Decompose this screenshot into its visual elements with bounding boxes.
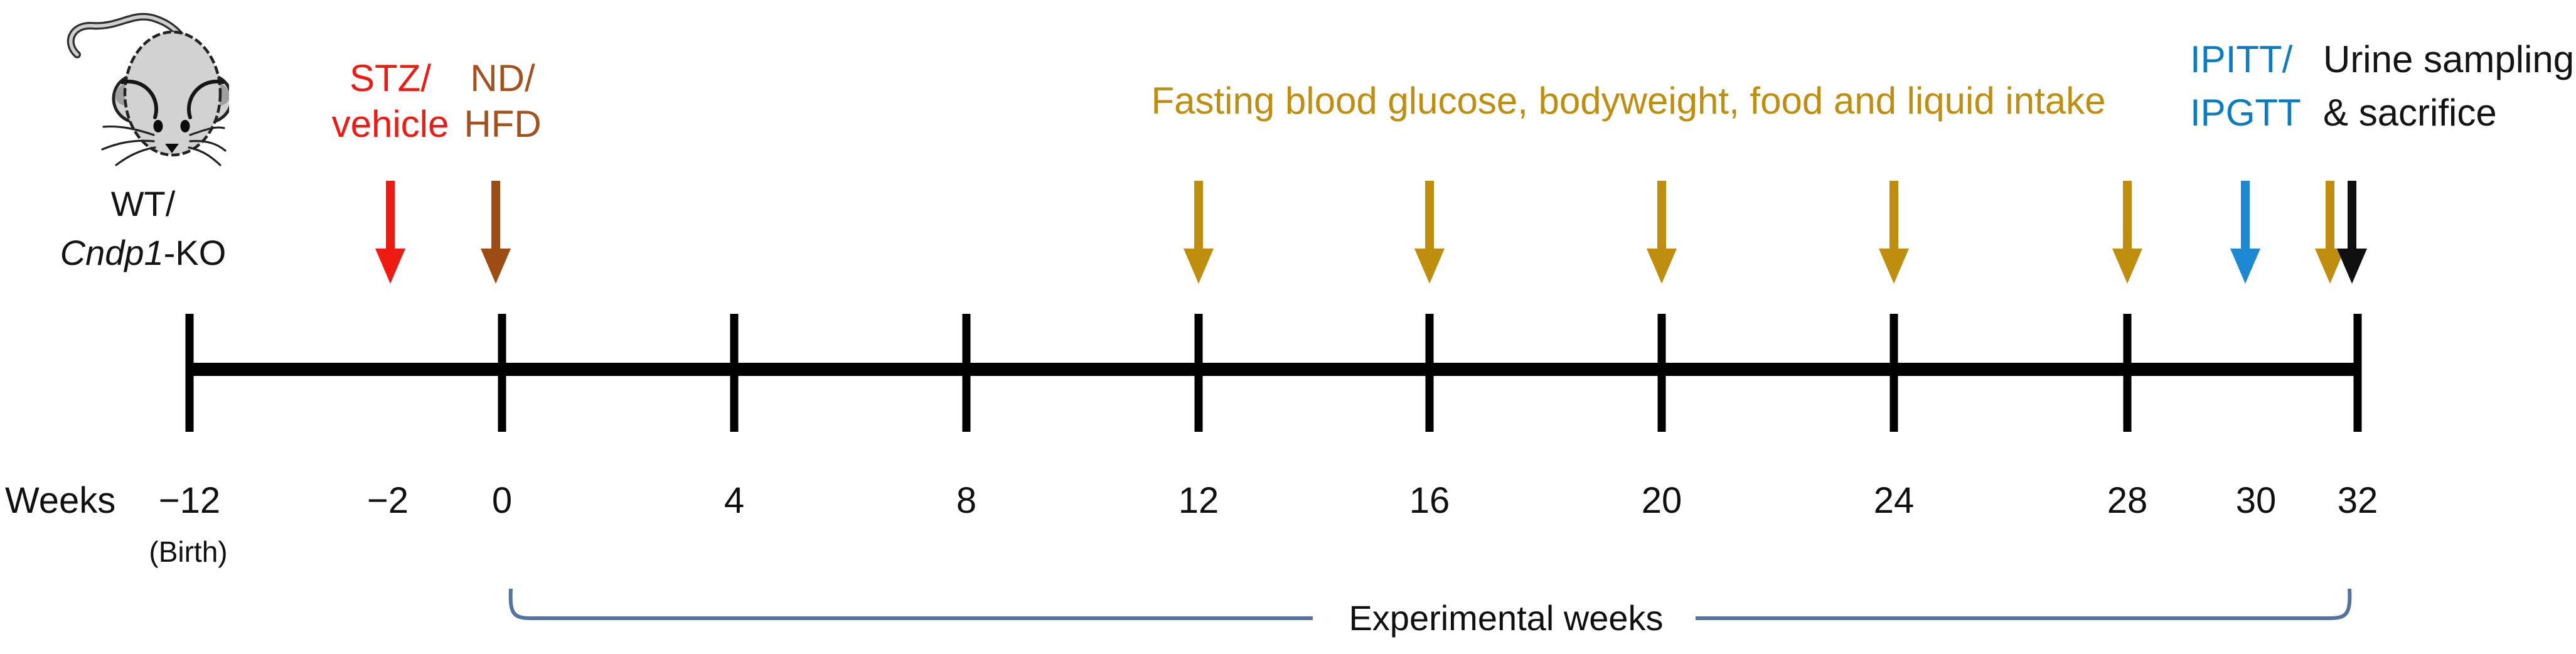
- mouse-genotype-label: WT/ Cndp1-KO: [60, 180, 227, 278]
- diet-label: ND/ HFD: [464, 55, 541, 147]
- tick-week-32: [2353, 314, 2362, 432]
- week-label-4: 4: [724, 480, 745, 521]
- week-label-20: 20: [1641, 480, 1682, 521]
- ear-fold-right: [187, 79, 225, 119]
- diet-arrow-icon: [481, 181, 511, 284]
- ear-fold-left: [120, 79, 158, 119]
- week-label-28: 28: [2107, 480, 2148, 521]
- genotype-line2: Cndp1-KO: [60, 233, 227, 272]
- experimental-weeks-bracket: [508, 588, 2352, 620]
- stz-vehicle-label: STZ/ vehicle: [332, 55, 449, 147]
- mouse-eyes: [153, 120, 190, 132]
- timeline-axis: [186, 363, 2361, 376]
- week-label-neg12: −12: [158, 480, 221, 521]
- gene-suffix: -KO: [163, 233, 227, 273]
- week-label-24: 24: [1873, 480, 1915, 521]
- ipgtt-line: IPGTT: [2190, 92, 2301, 134]
- mouse-illustration: [67, 13, 229, 166]
- tick-week-neg12: [185, 314, 194, 432]
- monitoring-arrow-w24-icon: [1879, 181, 1909, 284]
- stz-arrow-icon: [375, 181, 405, 284]
- tick-week-8: [962, 314, 971, 432]
- stz-line2: vehicle: [331, 103, 449, 146]
- birth-note: (Birth): [149, 535, 228, 568]
- diet-line1: ND/: [470, 57, 535, 99]
- mouse-whiskers: [101, 126, 227, 166]
- week-label-0: 0: [491, 480, 513, 521]
- tick-week-12: [1194, 314, 1203, 432]
- genotype-line1: WT/: [110, 184, 176, 223]
- urine-sampling-line: Urine sampling: [2323, 38, 2575, 80]
- tick-week-16: [1425, 314, 1434, 432]
- monitoring-arrow-w16-icon: [1414, 181, 1445, 284]
- tests-arrow-w30-icon: [2230, 181, 2260, 284]
- monitoring-arrow-w20-icon: [1647, 181, 1677, 284]
- endpoint-arrow-w32-icon: [2337, 181, 2367, 284]
- monitoring-arrow-w12-icon: [1184, 181, 1214, 284]
- monitoring-label: Fasting blood glucose, bodyweight, food …: [1151, 80, 2106, 122]
- monitoring-arrow-w28-icon: [2112, 181, 2142, 284]
- week-label-neg2: −2: [366, 480, 409, 521]
- diet-line2: HFD: [464, 103, 542, 146]
- tick-week-24: [1889, 314, 1898, 432]
- tick-week-4: [730, 314, 739, 432]
- sacrifice-line: & sacrifice: [2323, 92, 2497, 134]
- mouse-head: [123, 30, 222, 157]
- ipitt-line: IPITT/: [2190, 38, 2293, 80]
- experimental-weeks-label: Experimental weeks: [1349, 598, 1664, 638]
- axis-title-weeks: Weeks: [5, 480, 116, 521]
- week-label-16: 16: [1409, 480, 1450, 521]
- week-label-12: 12: [1178, 480, 1219, 521]
- week-label-30: 30: [2235, 480, 2277, 521]
- tick-week-0: [498, 314, 506, 432]
- week-label-8: 8: [956, 480, 977, 521]
- week-label-32: 32: [2337, 480, 2378, 521]
- tick-week-20: [1657, 314, 1666, 432]
- stz-line1: STZ/: [350, 57, 431, 99]
- endpoint-label: Urine sampling & sacrifice: [2323, 33, 2574, 139]
- tick-week-28: [2123, 314, 2132, 432]
- gene-name-italic: Cndp1: [60, 233, 164, 273]
- mouse-nose: [165, 144, 179, 153]
- mouse-tail: [67, 13, 188, 58]
- tolerance-tests-label: IPITT/ IPGTT: [2190, 33, 2301, 139]
